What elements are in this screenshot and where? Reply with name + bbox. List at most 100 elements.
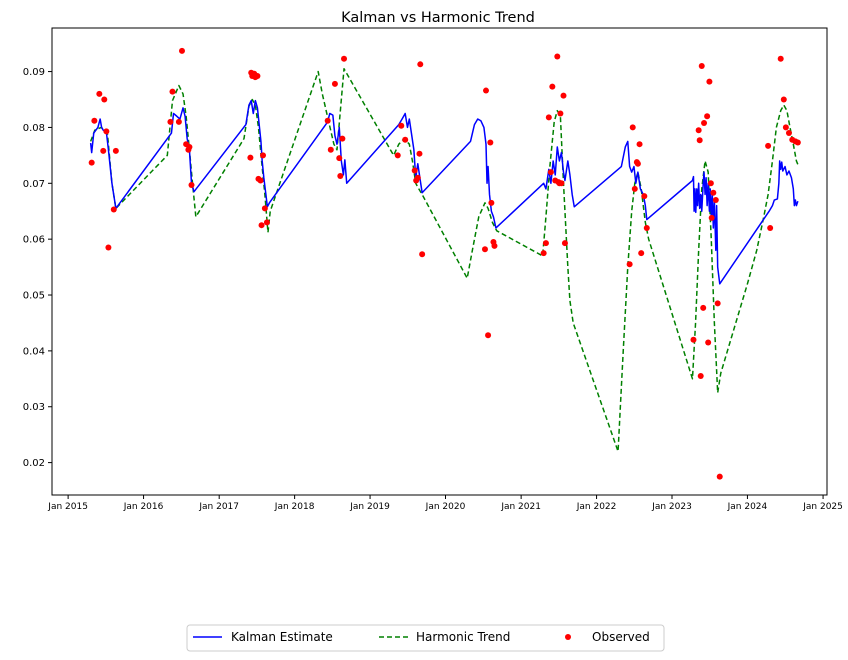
observed-point	[714, 300, 721, 307]
legend-harmonic-label: Harmonic Trend	[416, 630, 510, 644]
observed-point	[557, 110, 564, 117]
observed-point	[549, 83, 556, 90]
observed-point	[641, 193, 648, 200]
observed-point	[554, 53, 561, 60]
observed-point	[341, 55, 348, 62]
observed-point	[394, 152, 401, 159]
observed-point	[188, 181, 195, 188]
observed-point	[101, 96, 108, 103]
observed-point	[175, 118, 182, 125]
observed-point	[261, 205, 268, 212]
harmonic-trend-line	[89, 68, 800, 453]
observed-point	[690, 336, 697, 343]
observed-point	[327, 146, 334, 153]
observed-point	[331, 80, 338, 87]
observed-point	[178, 47, 185, 54]
series-layer	[88, 47, 801, 480]
x-tick-label: Jan 2020	[425, 502, 466, 512]
observed-point	[105, 244, 112, 251]
observed-point	[767, 224, 774, 231]
x-tick-label: Jan 2024	[727, 502, 768, 512]
observed-point	[487, 139, 494, 146]
observed-point	[247, 154, 254, 161]
x-tick-label: Jan 2023	[651, 502, 692, 512]
observed-point	[638, 250, 645, 257]
observed-point	[558, 180, 565, 187]
observed-point	[708, 214, 715, 221]
observed-point	[260, 152, 267, 159]
observed-point	[631, 185, 638, 192]
x-tick-label: Jan 2025	[802, 502, 843, 512]
observed-point	[765, 142, 772, 149]
observed-point	[337, 173, 344, 180]
observed-point	[402, 136, 409, 143]
observed-point	[483, 87, 489, 94]
observed-point	[88, 159, 95, 166]
observed-point	[186, 143, 193, 150]
y-tick-label: 0.06	[23, 235, 45, 246]
chart-title: Kalman vs Harmonic Trend	[341, 10, 535, 26]
observed-point	[540, 250, 547, 257]
observed-point	[698, 62, 705, 69]
observed-point	[629, 124, 636, 131]
observed-point	[794, 139, 801, 146]
observed-point	[542, 240, 549, 247]
observed-point	[411, 167, 418, 174]
x-tick-label: Jan 2019	[349, 502, 390, 512]
observed-point	[336, 155, 343, 162]
x-tick-label: Jan 2016	[123, 502, 164, 512]
observed-point	[416, 150, 423, 157]
x-tick-label: Jan 2022	[576, 502, 617, 512]
observed-point	[339, 135, 346, 142]
observed-point	[417, 61, 424, 68]
observed-point	[103, 128, 110, 135]
observed-point	[716, 473, 723, 480]
observed-point	[560, 92, 567, 99]
legend-frame	[186, 624, 665, 652]
observed-point	[697, 373, 704, 380]
observed-point	[100, 147, 107, 154]
observed-point	[110, 206, 117, 213]
y-tick-label: 0.08	[23, 123, 45, 134]
observed-point	[712, 197, 719, 204]
plot-frame	[51, 27, 828, 496]
observed-point	[547, 169, 554, 176]
observed-point	[706, 78, 713, 85]
observed-point	[258, 222, 265, 229]
observed-point	[785, 130, 792, 137]
observed-point	[167, 118, 174, 125]
observed-point	[704, 113, 711, 120]
y-axis: 0.02 0.03 0.04 0.05 0.06 0.07 0.08 0.09	[23, 67, 52, 469]
observed-point	[643, 224, 650, 231]
observed-point	[414, 174, 421, 181]
observed-point	[696, 137, 703, 144]
observed-point	[254, 73, 261, 80]
observed-point	[710, 189, 717, 196]
observed-point	[491, 242, 498, 249]
y-tick-label: 0.03	[23, 402, 45, 413]
x-tick-label: Jan 2018	[274, 502, 315, 512]
observed-point	[561, 240, 568, 247]
x-tick-label: Jan 2017	[198, 502, 239, 512]
legend-kalman-label: Kalman Estimate	[231, 630, 333, 644]
legend: Kalman Estimate Harmonic Trend Observed	[186, 624, 665, 652]
observed-point	[96, 90, 103, 97]
observed-point	[398, 122, 405, 129]
y-tick-label: 0.09	[23, 67, 45, 78]
observed-point	[701, 119, 708, 126]
observed-point	[91, 117, 98, 124]
observed-point	[707, 180, 714, 187]
y-tick-label: 0.05	[23, 291, 45, 302]
observed-point	[112, 147, 119, 154]
observed-point	[700, 304, 707, 311]
observed-point	[782, 124, 789, 131]
x-axis: Jan 2015 Jan 2016 Jan 2017 Jan 2018 Jan 2019…	[47, 495, 843, 512]
observed-point	[481, 246, 488, 253]
observed-point	[695, 127, 702, 134]
observed-point	[780, 96, 787, 103]
kalman-estimate-line	[89, 99, 799, 285]
observed-point	[545, 114, 552, 121]
y-tick-label: 0.04	[23, 346, 45, 357]
observed-point	[257, 177, 264, 184]
